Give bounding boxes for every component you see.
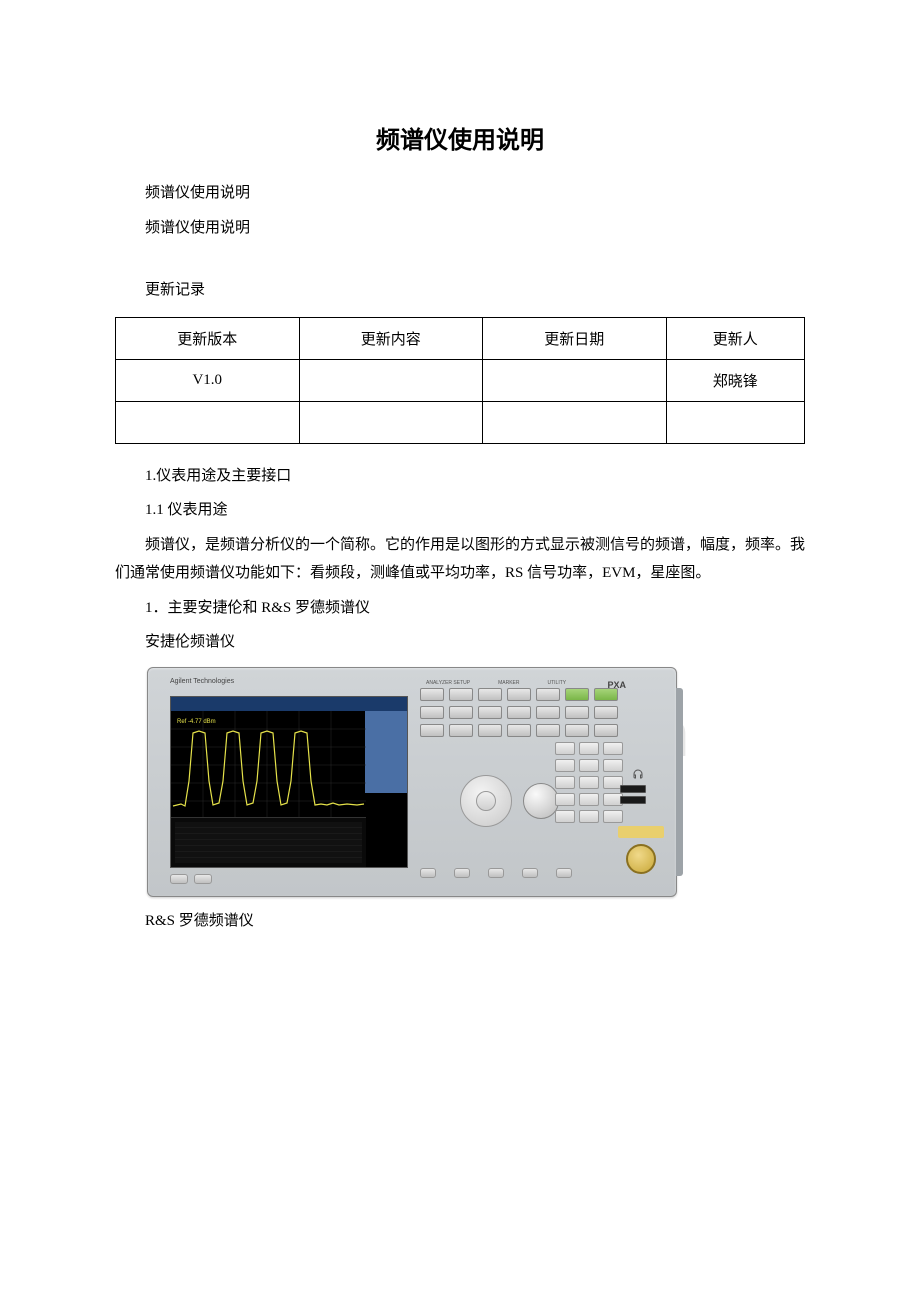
power-button[interactable] bbox=[170, 874, 188, 884]
table-row: V1.0 郑晓锋 bbox=[116, 359, 805, 401]
numeric-keypad bbox=[555, 742, 623, 823]
num-key[interactable] bbox=[555, 793, 575, 806]
num-key[interactable] bbox=[579, 742, 599, 755]
panel-button[interactable] bbox=[449, 706, 473, 719]
update-record-heading: 更新记录 bbox=[115, 276, 805, 305]
num-key[interactable] bbox=[579, 793, 599, 806]
col-header-author: 更新人 bbox=[666, 317, 804, 359]
cell-version: V1.0 bbox=[116, 359, 300, 401]
cell-author bbox=[666, 401, 804, 443]
num-key[interactable] bbox=[579, 810, 599, 823]
panel-button[interactable] bbox=[449, 688, 473, 701]
preset-button[interactable] bbox=[594, 688, 618, 701]
panel-button[interactable] bbox=[507, 688, 531, 701]
svg-text:Ref -4.77 dBm: Ref -4.77 dBm bbox=[177, 719, 216, 725]
panel-button[interactable] bbox=[449, 724, 473, 737]
panel-button[interactable] bbox=[536, 688, 560, 701]
panel-bottom-button[interactable] bbox=[488, 868, 504, 878]
table-row bbox=[116, 401, 805, 443]
col-header-date: 更新日期 bbox=[483, 317, 667, 359]
body-paragraph-1: 频谱仪，是频谱分析仪的一个简称。它的作用是以图形的方式显示被测信号的频谱，幅度，… bbox=[115, 531, 805, 588]
panel-button[interactable] bbox=[594, 724, 618, 737]
instrument-caption-1: 安捷伦频谱仪 bbox=[115, 628, 805, 657]
panel-button[interactable] bbox=[536, 706, 560, 719]
screen-data-table bbox=[171, 817, 366, 867]
panel-bottom-button[interactable] bbox=[454, 868, 470, 878]
cell-content bbox=[299, 359, 483, 401]
panel-button[interactable] bbox=[478, 688, 502, 701]
instrument-caption-2: R&S 罗德频谱仪 bbox=[115, 907, 805, 936]
panel-section-label: MARKER bbox=[498, 680, 519, 686]
panel-button[interactable] bbox=[420, 688, 444, 701]
usb-port[interactable] bbox=[620, 785, 646, 793]
panel-button[interactable] bbox=[536, 724, 560, 737]
table-header-row: 更新版本 更新内容 更新日期 更新人 bbox=[116, 317, 805, 359]
brand-label: Agilent Technologies bbox=[170, 678, 234, 685]
num-key[interactable] bbox=[579, 776, 599, 789]
num-key[interactable] bbox=[603, 810, 623, 823]
panel-button[interactable] bbox=[420, 724, 444, 737]
intro-line-2: 频谱仪使用说明 bbox=[115, 214, 805, 243]
cell-author: 郑晓锋 bbox=[666, 359, 804, 401]
panel-button[interactable] bbox=[478, 724, 502, 737]
panel-button[interactable] bbox=[565, 706, 589, 719]
chassis-side bbox=[676, 688, 683, 876]
panel-bottom-button[interactable] bbox=[522, 868, 538, 878]
cell-date bbox=[483, 359, 667, 401]
panel-section-label: ANALYZER SETUP bbox=[426, 680, 470, 686]
cell-version bbox=[116, 401, 300, 443]
num-key[interactable] bbox=[603, 759, 623, 772]
cell-date bbox=[483, 401, 667, 443]
intro-line-1: 频谱仪使用说明 bbox=[115, 179, 805, 208]
spectrum-trace: Ref -4.77 dBm bbox=[171, 711, 366, 819]
usb-ports bbox=[620, 785, 646, 805]
cell-content bbox=[299, 401, 483, 443]
panel-button[interactable] bbox=[594, 706, 618, 719]
section-1-1-heading: 1.1 仪表用途 bbox=[115, 496, 805, 525]
aux-button[interactable] bbox=[194, 874, 212, 884]
section-1-heading: 1.仪表用途及主要接口 bbox=[115, 462, 805, 491]
rf-input-connector[interactable] bbox=[626, 844, 656, 874]
num-key[interactable] bbox=[603, 742, 623, 755]
screen-softkey-menu bbox=[365, 711, 407, 793]
instrument-illustration: Agilent Technologies PXA bbox=[147, 667, 677, 897]
usb-port[interactable] bbox=[620, 796, 646, 804]
num-key[interactable] bbox=[555, 776, 575, 789]
panel-bottom-button[interactable] bbox=[420, 868, 436, 878]
panel-bottom-button[interactable] bbox=[556, 868, 572, 878]
instrument-screen: Ref -4.77 dBm bbox=[170, 696, 408, 868]
page-title: 频谱仪使用说明 bbox=[115, 120, 805, 155]
update-record-table: 更新版本 更新内容 更新日期 更新人 V1.0 郑晓锋 bbox=[115, 317, 805, 444]
num-key[interactable] bbox=[555, 759, 575, 772]
navigation-dpad[interactable] bbox=[460, 775, 512, 827]
num-key[interactable] bbox=[579, 759, 599, 772]
num-key[interactable] bbox=[555, 742, 575, 755]
panel-button[interactable] bbox=[507, 724, 531, 737]
col-header-content: 更新内容 bbox=[299, 317, 483, 359]
panel-section-labels: ANALYZER SETUP MARKER UTILITY bbox=[420, 680, 668, 686]
front-bottom-buttons bbox=[170, 874, 212, 884]
mode-preset-button[interactable] bbox=[565, 688, 589, 701]
panel-button[interactable] bbox=[507, 706, 531, 719]
panel-button[interactable] bbox=[565, 724, 589, 737]
body-paragraph-2: 1．主要安捷伦和 R&S 罗德频谱仪 bbox=[115, 594, 805, 623]
rotary-knob[interactable] bbox=[523, 783, 559, 819]
panel-section-label: UTILITY bbox=[548, 680, 567, 686]
screen-header-bar bbox=[171, 697, 407, 711]
num-key[interactable] bbox=[555, 810, 575, 823]
rf-input-label bbox=[618, 826, 664, 838]
col-header-version: 更新版本 bbox=[116, 317, 300, 359]
panel-button[interactable] bbox=[478, 706, 502, 719]
headphone-icon bbox=[632, 768, 644, 780]
panel-button[interactable] bbox=[420, 706, 444, 719]
